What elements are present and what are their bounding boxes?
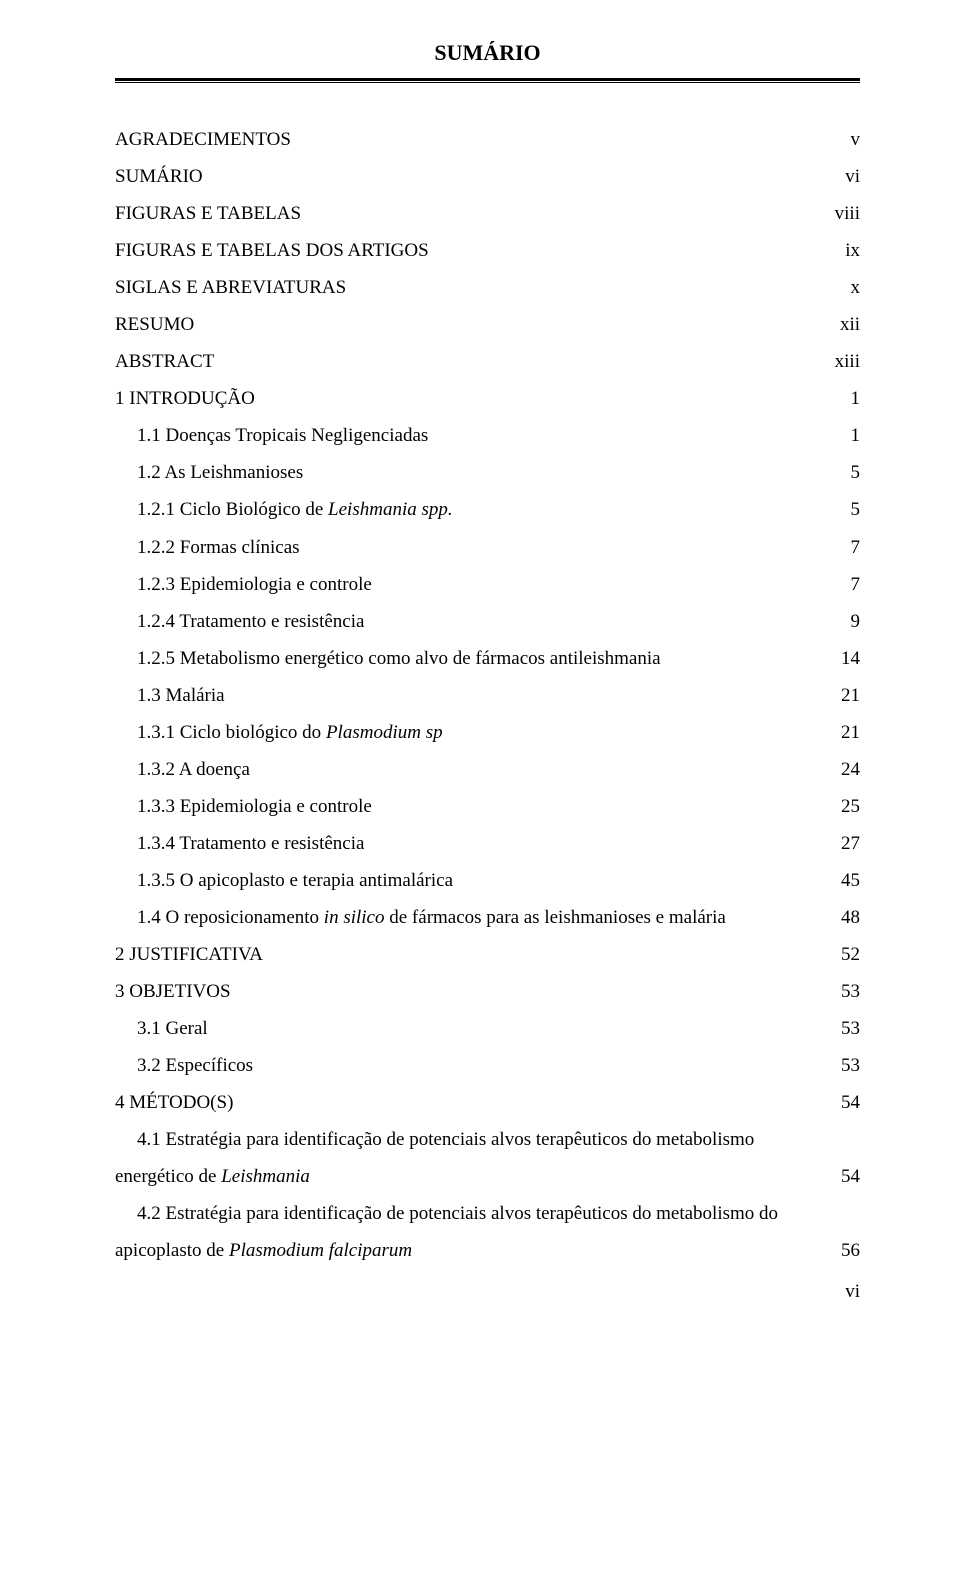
toc-entry: 1.3.1 Ciclo biológico do Plasmodium sp 2…	[115, 714, 860, 751]
toc-page-number: 54	[841, 1084, 860, 1121]
toc-label-line1: 4.2 Estratégia para identificação de pot…	[115, 1195, 860, 1232]
toc-page-number: 53	[841, 1047, 860, 1084]
toc-entry: 1 INTRODUÇÃO 1	[115, 380, 860, 417]
toc-entry: 1.2.4 Tratamento e resistência 9	[115, 603, 860, 640]
toc-label-line1: 4.1 Estratégia para identificação de pot…	[115, 1121, 860, 1158]
toc-entry: 1.3.3 Epidemiologia e controle 25	[115, 788, 860, 825]
toc-label: 1.4 O reposicionamento in silico de fárm…	[137, 899, 726, 936]
toc-page-number: 1	[851, 417, 861, 454]
toc-page-number: 21	[841, 714, 860, 751]
toc-page-number: 53	[841, 973, 860, 1010]
toc-label: 1.1 Doenças Tropicais Negligenciadas	[137, 417, 428, 454]
toc-page-number: vi	[845, 158, 860, 195]
toc-entry: AGRADECIMENTOS v	[115, 121, 860, 158]
toc-entry: 2 JUSTIFICATIVA 52	[115, 936, 860, 973]
toc-page-number: xiii	[835, 343, 860, 380]
toc-page-number: ix	[845, 232, 860, 269]
toc-label: 1.2.1 Ciclo Biológico de Leishmania spp.	[137, 491, 453, 528]
toc-page-number: 24	[841, 751, 860, 788]
toc-label: 3.2 Específicos	[137, 1047, 253, 1084]
toc-label: 4 MÉTODO(S)	[115, 1084, 233, 1121]
toc-entry: 1.4 O reposicionamento in silico de fárm…	[115, 899, 860, 936]
toc-label: 1.3 Malária	[137, 677, 225, 714]
toc-page-number: xii	[840, 306, 860, 343]
toc-page-number: 53	[841, 1010, 860, 1047]
toc-label: 3 OBJETIVOS	[115, 973, 231, 1010]
toc-entry: 1.1 Doenças Tropicais Negligenciadas 1	[115, 417, 860, 454]
toc-label: 3.1 Geral	[137, 1010, 208, 1047]
toc-page-number: 7	[851, 529, 861, 566]
toc-entry: FIGURAS E TABELAS viii	[115, 195, 860, 232]
toc-label: 1.2.2 Formas clínicas	[137, 529, 300, 566]
toc-page-number: v	[851, 121, 861, 158]
toc-label: SUMÁRIO	[115, 158, 203, 195]
toc-label: 1.2.4 Tratamento e resistência	[137, 603, 364, 640]
toc-page-number: 52	[841, 936, 860, 973]
toc-label-line2: energético de Leishmania 54	[115, 1158, 860, 1195]
toc-entry: SUMÁRIO vi	[115, 158, 860, 195]
toc-entry: SIGLAS E ABREVIATURAS x	[115, 269, 860, 306]
toc-page-number: 48	[841, 899, 860, 936]
toc-label: FIGURAS E TABELAS	[115, 195, 301, 232]
page-number: vi	[115, 1281, 860, 1303]
toc-label: ABSTRACT	[115, 343, 214, 380]
toc-label: AGRADECIMENTOS	[115, 121, 291, 158]
toc-label: 1.3.2 A doença	[137, 751, 250, 788]
toc-entry-multiline: 4.1 Estratégia para identificação de pot…	[115, 1121, 860, 1195]
toc-entry: 1.2.5 Metabolismo energético como alvo d…	[115, 640, 860, 677]
toc-page-number: 1	[851, 380, 861, 417]
toc-entry: RESUMO xii	[115, 306, 860, 343]
toc-entry: 3.1 Geral 53	[115, 1010, 860, 1047]
toc-entry: 1.2.1 Ciclo Biológico de Leishmania spp.…	[115, 491, 860, 528]
toc-page-number: 56	[841, 1232, 860, 1269]
toc-label: energético de Leishmania	[115, 1158, 310, 1195]
toc-page-number: 7	[851, 566, 861, 603]
toc-entry: 1.3.2 A doença 24	[115, 751, 860, 788]
toc-page-number: 45	[841, 862, 860, 899]
toc-entry: 1.2.2 Formas clínicas 7	[115, 529, 860, 566]
toc-entry-multiline: 4.2 Estratégia para identificação de pot…	[115, 1195, 860, 1269]
toc-label: 1 INTRODUÇÃO	[115, 380, 255, 417]
toc-label: 1.3.4 Tratamento e resistência	[137, 825, 364, 862]
toc-label: FIGURAS E TABELAS DOS ARTIGOS	[115, 232, 429, 269]
toc-page-number: 21	[841, 677, 860, 714]
toc-label-line2: apicoplasto de Plasmodium falciparum 56	[115, 1232, 860, 1269]
toc-page-number: 5	[851, 454, 861, 491]
toc-page-number: 27	[841, 825, 860, 862]
toc-entry: 1.2 As Leishmanioses 5	[115, 454, 860, 491]
toc-entry: 1.3.5 O apicoplasto e terapia antimalári…	[115, 862, 860, 899]
toc-page-number: x	[851, 269, 861, 306]
toc-entry: 1.3.4 Tratamento e resistência 27	[115, 825, 860, 862]
toc-page-number: 14	[841, 640, 860, 677]
toc-entry: 1.3 Malária 21	[115, 677, 860, 714]
toc-label: 1.2.5 Metabolismo energético como alvo d…	[137, 640, 661, 677]
toc-entry: ABSTRACT xiii	[115, 343, 860, 380]
toc-page-number: 5	[851, 491, 861, 528]
page-title: SUMÁRIO	[115, 40, 860, 66]
title-double-rule	[115, 78, 860, 83]
toc-page-number: viii	[835, 195, 860, 232]
toc-page-number: 54	[841, 1158, 860, 1195]
toc-page-number: 9	[851, 603, 861, 640]
toc-label: 1.2 As Leishmanioses	[137, 454, 303, 491]
toc-label: SIGLAS E ABREVIATURAS	[115, 269, 346, 306]
toc-entry: 1.2.3 Epidemiologia e controle 7	[115, 566, 860, 603]
toc-entry: FIGURAS E TABELAS DOS ARTIGOS ix	[115, 232, 860, 269]
toc-label: 1.3.1 Ciclo biológico do Plasmodium sp	[137, 714, 443, 751]
toc-label: 2 JUSTIFICATIVA	[115, 936, 263, 973]
toc-page-number: 25	[841, 788, 860, 825]
toc-entry: 3 OBJETIVOS 53	[115, 973, 860, 1010]
toc-entry: 3.2 Específicos 53	[115, 1047, 860, 1084]
toc-label: 1.2.3 Epidemiologia e controle	[137, 566, 372, 603]
toc-label: 1.3.5 O apicoplasto e terapia antimalári…	[137, 862, 453, 899]
toc-entry: 4 MÉTODO(S) 54	[115, 1084, 860, 1121]
table-of-contents: AGRADECIMENTOS vSUMÁRIO viFIGURAS E TABE…	[115, 121, 860, 1269]
toc-label: apicoplasto de Plasmodium falciparum	[115, 1232, 412, 1269]
toc-label: 1.3.3 Epidemiologia e controle	[137, 788, 372, 825]
toc-label: RESUMO	[115, 306, 194, 343]
